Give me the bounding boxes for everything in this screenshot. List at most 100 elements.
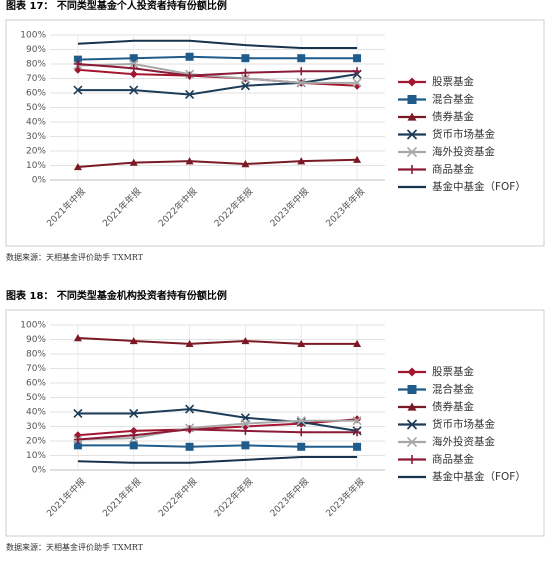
legend-label: 混合基金 [432,93,474,106]
series-line [77,455,358,464]
marker [297,54,306,63]
marker [407,385,417,394]
marker [353,54,362,63]
y-tick-label: 0% [32,466,47,476]
y-tick-label: 30% [26,422,46,432]
marker [185,442,194,451]
marker [296,78,306,88]
marker [129,431,138,440]
marker [129,54,138,63]
marker [129,85,139,95]
marker [185,157,194,165]
y-tick-label: 90% [26,45,46,55]
marker [185,425,194,434]
y-tick-label: 80% [26,350,46,360]
y-tick-label: 30% [26,132,46,142]
y-tick-label: 10% [26,451,46,461]
y-tick-label: 50% [26,393,46,403]
legend-label: 债券基金 [432,110,474,123]
y-tick-label: 50% [26,103,46,113]
marker [185,404,195,414]
figure-caption: 图表 18： 不同类型基金机构投资者持有份额比例 [6,289,227,302]
marker [407,367,417,377]
series-line [77,55,358,61]
legend-label: 基金中基金（FOF） [432,470,526,483]
marker [353,67,362,76]
marker [73,408,83,419]
legend-label: 货币市场基金 [432,418,495,431]
y-tick-label: 100% [20,31,46,41]
y-tick-label: 70% [26,364,46,374]
series-line [77,73,358,96]
marker [407,165,417,174]
marker [185,339,194,348]
marker [129,408,139,419]
marker [407,95,417,104]
marker [406,419,418,430]
marker [406,436,418,448]
series-line [77,419,358,441]
marker [185,71,194,80]
source-note: 数据来源：天相基金评价助手 TXMRT [6,252,144,262]
marker [129,426,138,435]
marker [406,146,418,158]
marker [353,428,362,437]
marker [73,162,82,171]
series-line [77,337,358,345]
marker [241,160,250,168]
y-tick-label: 60% [26,89,46,99]
marker [73,441,82,450]
y-tick-label: 100% [20,321,46,331]
marker [297,67,306,76]
marker [73,60,82,68]
series-line [77,39,358,50]
y-tick-label: 0% [32,176,47,186]
legend-label: 股票基金 [432,75,474,88]
series-line [77,428,358,441]
marker [353,155,362,163]
series-line [77,444,358,448]
marker [129,336,138,345]
legend-label: 基金中基金（FOF） [432,180,526,193]
marker [240,419,250,429]
marker [129,70,138,79]
marker [241,54,250,63]
marker [73,334,82,342]
marker [296,417,306,427]
legend-label: 股票基金 [432,365,474,378]
marker [297,428,306,437]
marker [73,55,82,64]
y-tick-label: 70% [26,74,46,84]
legend-label: 债券基金 [432,400,474,413]
series-line [77,63,358,77]
legend-label: 混合基金 [432,383,474,396]
series-line [77,408,358,432]
marker [352,78,362,88]
marker [129,59,139,69]
y-tick-label: 40% [26,118,46,128]
y-tick-label: 10% [26,161,46,171]
marker [185,89,195,100]
marker [407,455,417,464]
marker [241,426,250,435]
figure-caption: 图表 17： 不同类型基金个人投资者持有份额比例 [6,0,227,12]
marker [129,64,138,73]
y-tick-label: 80% [26,60,46,70]
marker [240,81,250,91]
y-tick-label: 90% [26,335,46,345]
marker [406,129,418,140]
series-line [77,62,358,84]
marker [241,441,250,450]
marker [353,442,362,451]
y-tick-label: 60% [26,379,46,389]
marker [73,435,82,444]
marker [407,77,417,87]
legend-label: 货币市场基金 [432,128,495,141]
y-tick-label: 20% [26,437,46,447]
marker [185,52,194,61]
marker [353,339,362,348]
marker [129,158,138,166]
legend-label: 商品基金 [432,163,474,176]
series-line [77,158,358,168]
